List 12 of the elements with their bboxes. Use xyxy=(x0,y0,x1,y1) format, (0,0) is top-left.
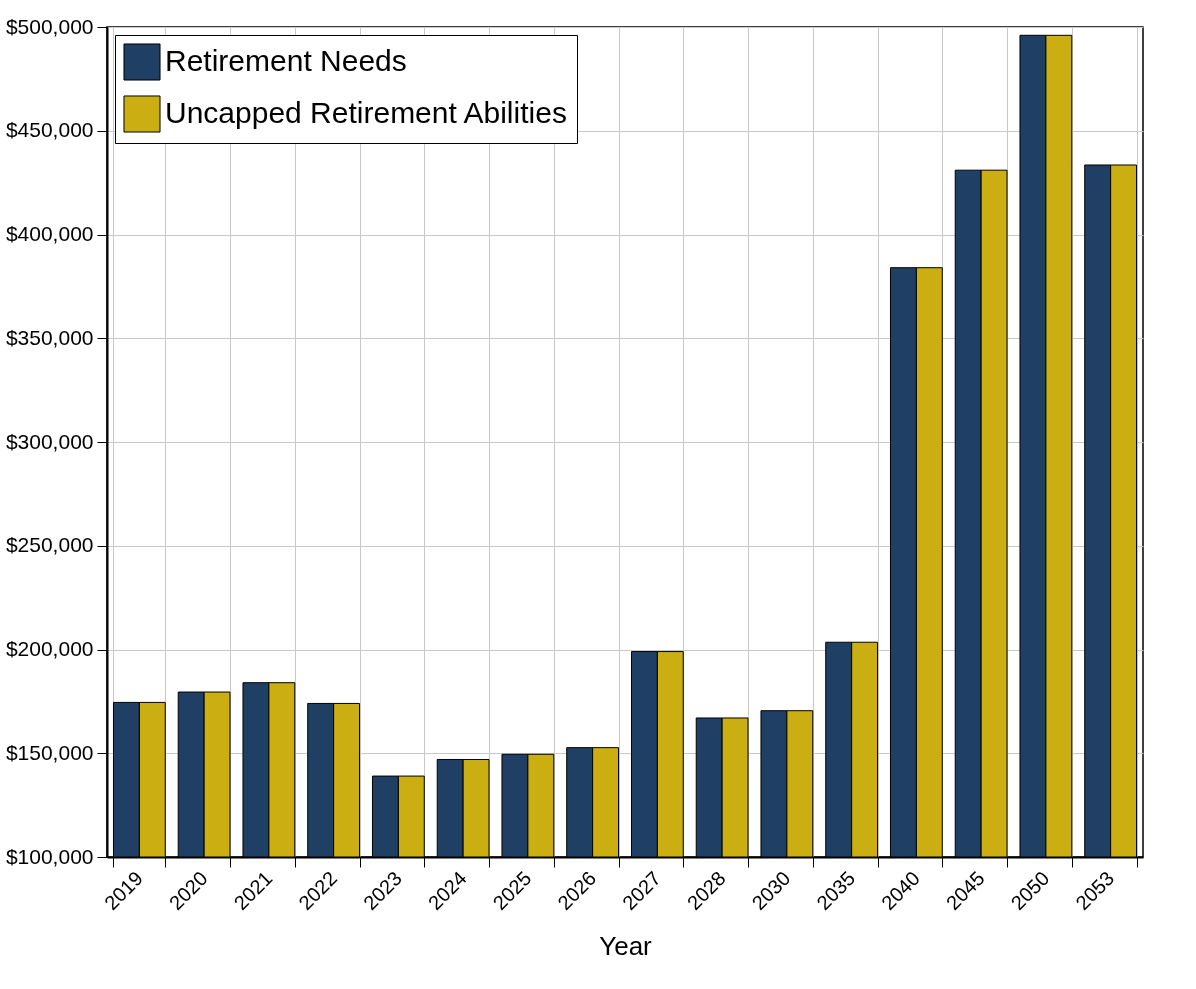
y-tick-label: $250,000 xyxy=(5,533,94,557)
y-tick-label: $300,000 xyxy=(5,429,94,453)
y-tick-label: $350,000 xyxy=(5,325,94,349)
y-tick-label: $200,000 xyxy=(5,637,94,660)
legend-label: Retirement Needs xyxy=(165,44,407,77)
x-axis-title: Year xyxy=(599,931,653,962)
y-tick-label: $450,000 xyxy=(5,118,94,142)
y-tick-label: $500,000 xyxy=(5,14,94,38)
y-tick-label: $100,000 xyxy=(5,844,94,868)
y-tick-label: $150,000 xyxy=(5,740,94,764)
y-tick-label: $400,000 xyxy=(5,222,94,245)
legend-label: Uncapped Retirement Abilities xyxy=(165,96,567,129)
